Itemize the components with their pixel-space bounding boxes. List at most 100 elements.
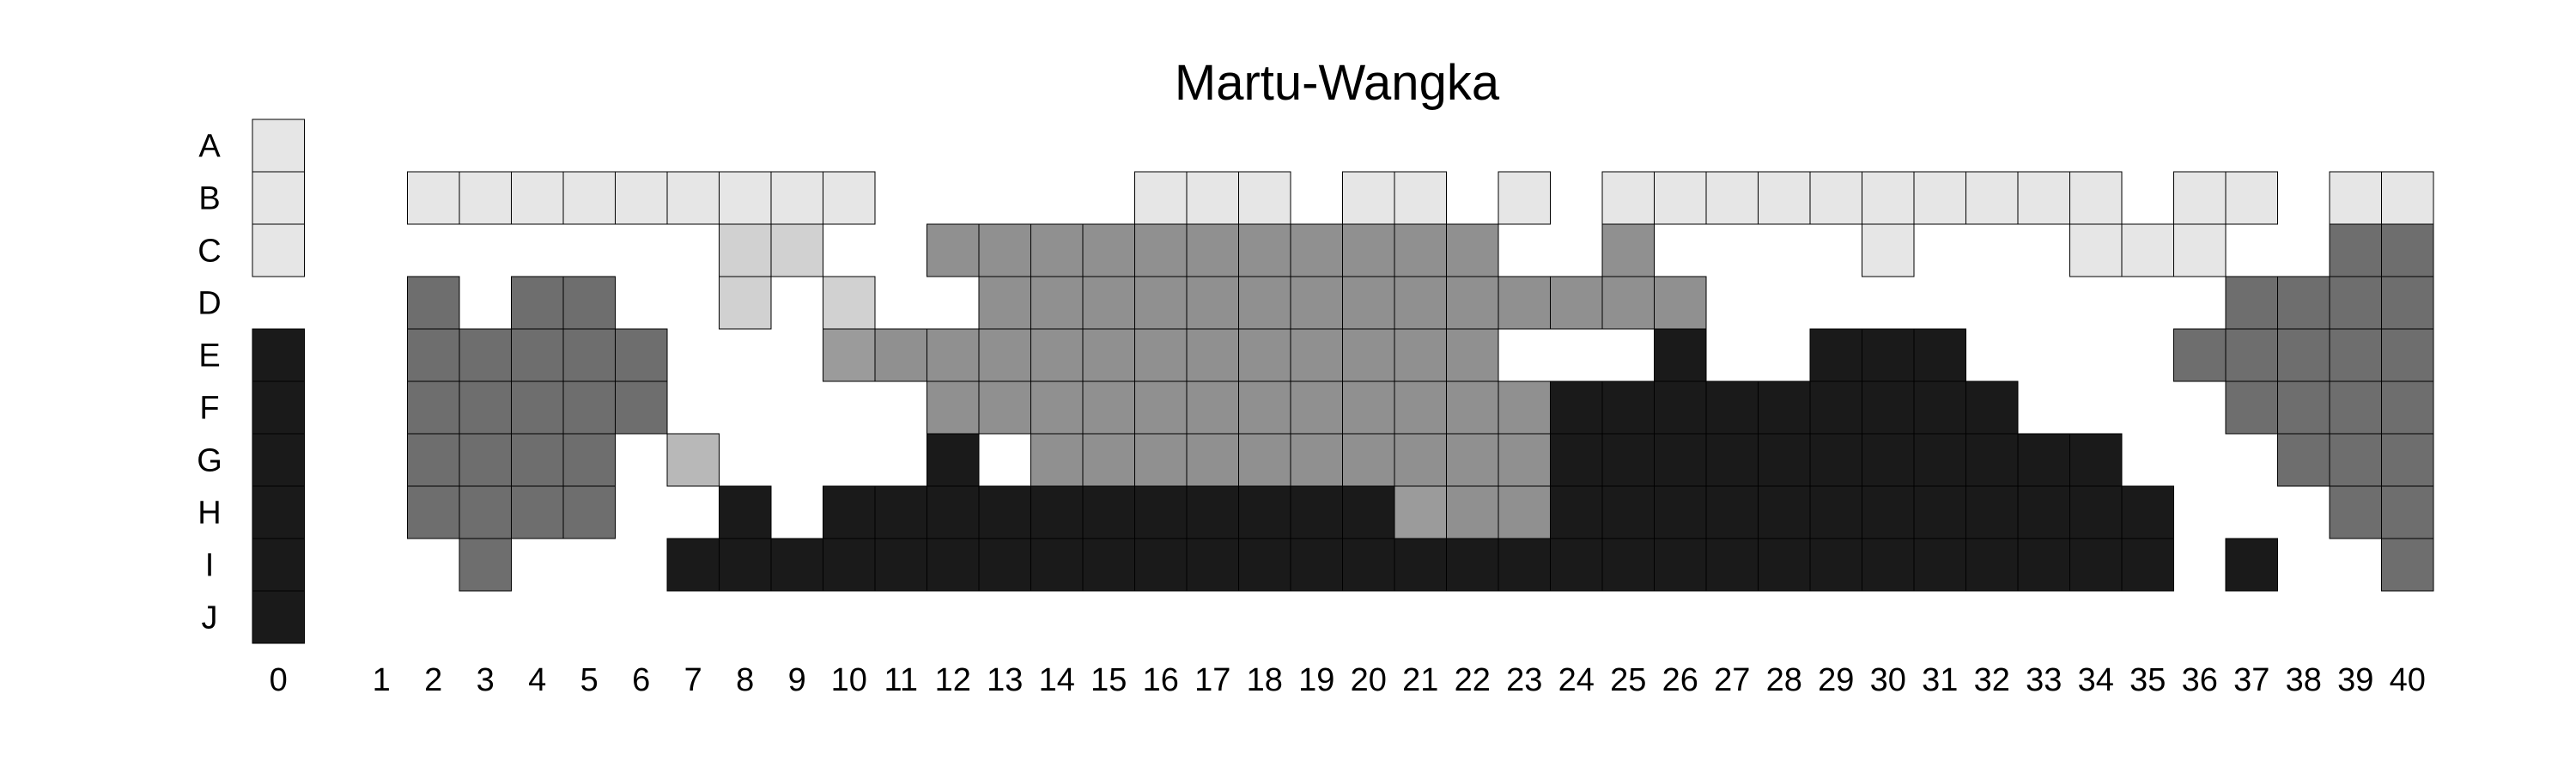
cell-f-24 (1550, 380, 1603, 435)
cell-f-38 (2277, 380, 2330, 435)
cell-e-38 (2277, 328, 2330, 382)
cell-i-7 (666, 538, 720, 592)
cell-e-20 (1342, 328, 1395, 382)
column-label-30: 30 (1870, 662, 1906, 698)
cell-f-29 (1809, 380, 1862, 435)
cell-e-29 (1809, 328, 1862, 382)
cell-b-16 (1134, 171, 1188, 225)
cell-d-19 (1290, 276, 1343, 330)
cell-g-26 (1654, 433, 1707, 487)
cell-d-26 (1654, 276, 1707, 330)
cell-c-34 (2069, 223, 2123, 277)
cell-g-40 (2381, 433, 2434, 487)
cell-i-12 (927, 538, 980, 592)
cell-d-24 (1550, 276, 1603, 330)
heatmap-cells (252, 119, 2434, 644)
cell-f-12 (927, 380, 980, 435)
cell-i-27 (1705, 538, 1759, 592)
cell-b-40 (2381, 171, 2434, 225)
cell-c-35 (2121, 223, 2174, 277)
cell-c-36 (2173, 223, 2227, 277)
cell-f-2 (407, 380, 460, 435)
cell-h-22 (1446, 485, 1499, 539)
cell-b-3 (459, 171, 512, 225)
column-label-23: 23 (1506, 662, 1542, 698)
cell-h-29 (1809, 485, 1862, 539)
column-label-0: 0 (270, 662, 288, 698)
cell-d-38 (2277, 276, 2330, 330)
cell-d-25 (1601, 276, 1655, 330)
column-label-20: 20 (1351, 662, 1387, 698)
cell-i-37 (2225, 538, 2278, 592)
cell-h-28 (1758, 485, 1811, 539)
cell-e-0 (252, 328, 305, 382)
cell-i-26 (1654, 538, 1707, 592)
column-label-24: 24 (1558, 662, 1595, 698)
column-label-38: 38 (2286, 662, 2322, 698)
cell-f-40 (2381, 380, 2434, 435)
column-label-7: 7 (684, 662, 702, 698)
cell-d-16 (1134, 276, 1188, 330)
cell-f-4 (511, 380, 564, 435)
cell-i-29 (1809, 538, 1862, 592)
cell-f-23 (1498, 380, 1551, 435)
cell-i-10 (823, 538, 876, 592)
cell-j-0 (252, 590, 305, 644)
cell-f-28 (1758, 380, 1811, 435)
cell-d-37 (2225, 276, 2278, 330)
cell-d-21 (1394, 276, 1447, 330)
cell-i-32 (1965, 538, 2019, 592)
cell-h-18 (1238, 485, 1291, 539)
cell-f-37 (2225, 380, 2278, 435)
cell-i-0 (252, 538, 305, 592)
column-label-35: 35 (2129, 662, 2166, 698)
cell-f-14 (1030, 380, 1084, 435)
cell-c-8 (719, 223, 772, 277)
cell-h-17 (1186, 485, 1239, 539)
cell-i-23 (1498, 538, 1551, 592)
cell-c-30 (1862, 223, 1915, 277)
column-label-29: 29 (1818, 662, 1854, 698)
column-label-26: 26 (1662, 662, 1698, 698)
cell-g-38 (2277, 433, 2330, 487)
cell-i-25 (1601, 538, 1655, 592)
cell-i-34 (2069, 538, 2123, 592)
cell-b-26 (1654, 171, 1707, 225)
column-label-8: 8 (736, 662, 754, 698)
column-label-40: 40 (2390, 662, 2426, 698)
cell-h-14 (1030, 485, 1084, 539)
cell-i-13 (978, 538, 1031, 592)
column-label-25: 25 (1610, 662, 1646, 698)
cell-h-32 (1965, 485, 2019, 539)
cell-h-2 (407, 485, 460, 539)
cell-d-4 (511, 276, 564, 330)
row-label-j: J (202, 600, 218, 636)
cell-h-19 (1290, 485, 1343, 539)
cell-c-0 (252, 223, 305, 277)
cell-d-18 (1238, 276, 1291, 330)
cell-i-33 (2017, 538, 2070, 592)
cell-b-0 (252, 171, 305, 225)
cell-d-15 (1082, 276, 1135, 330)
cell-g-5 (562, 433, 616, 487)
cell-h-20 (1342, 485, 1395, 539)
cell-d-23 (1498, 276, 1551, 330)
cell-i-19 (1290, 538, 1343, 592)
cell-c-39 (2329, 223, 2382, 277)
cell-i-11 (874, 538, 927, 592)
cell-e-30 (1862, 328, 1915, 382)
cell-b-5 (562, 171, 616, 225)
cell-h-3 (459, 485, 512, 539)
cell-h-5 (562, 485, 616, 539)
cell-e-39 (2329, 328, 2382, 382)
column-label-6: 6 (632, 662, 650, 698)
cell-d-10 (823, 276, 876, 330)
cell-g-32 (1965, 433, 2019, 487)
cell-b-20 (1342, 171, 1395, 225)
cell-e-36 (2173, 328, 2227, 382)
cell-e-11 (874, 328, 927, 382)
cell-b-4 (511, 171, 564, 225)
cell-i-17 (1186, 538, 1239, 592)
cell-g-16 (1134, 433, 1188, 487)
